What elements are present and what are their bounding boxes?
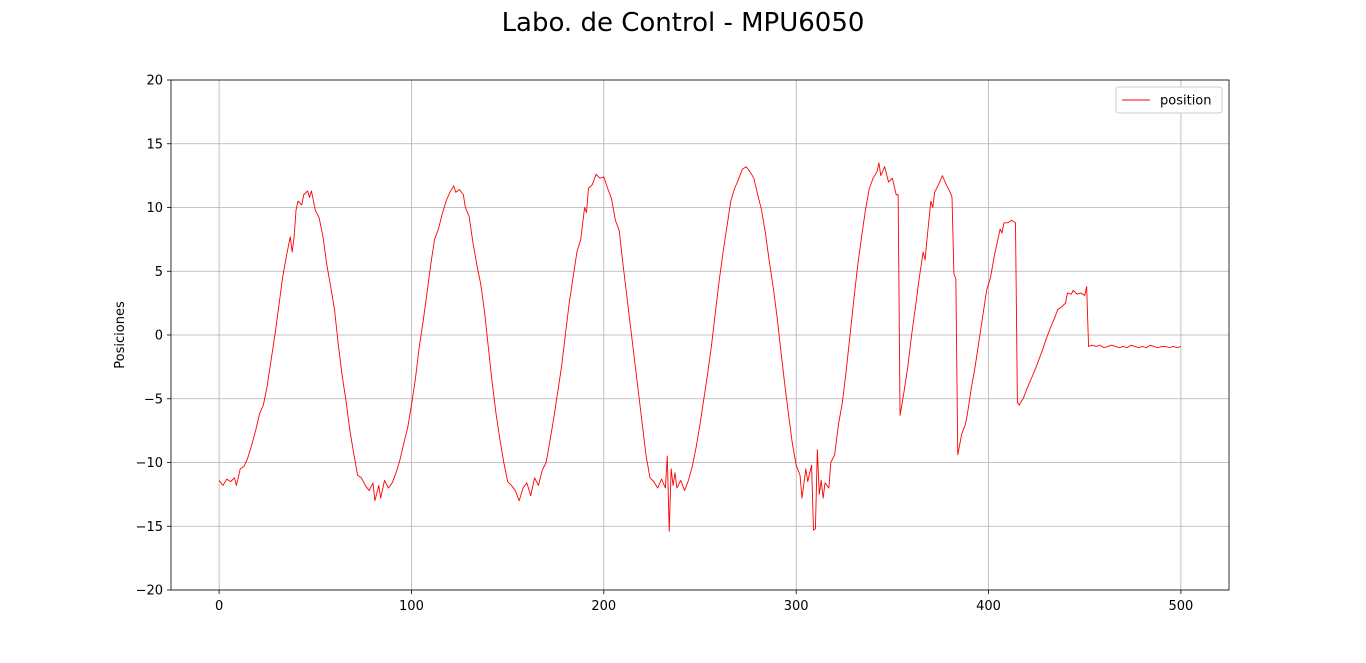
x-tick-label: 500 [1168,599,1193,614]
x-tick-label: 0 [215,599,223,614]
plot-frame [170,79,1230,591]
legend-box [1115,86,1223,114]
grid [171,79,1229,591]
legend-label: position [1160,94,1212,109]
y-tick-label: −10 [136,456,163,471]
legend: position [1115,86,1223,114]
y-tick-label: −5 [144,392,163,407]
plot-area [218,162,1182,532]
y-tick-label: 5 [155,265,163,280]
y-tick-label: −15 [136,520,163,535]
series-line-position [218,162,1182,532]
chart-title: Labo. de Control - MPU6050 [501,8,865,38]
y-tick-label: 10 [146,201,163,216]
x-tick-label: 300 [784,599,809,614]
y-axis-label: Posiciones [113,301,128,369]
y-tick-label: 15 [146,137,163,152]
axes: 0 100 200 300 400 500 −20 −15 −10 −5 0 5 10 15 20 Posic… [113,74,1230,614]
y-tick-label: −20 [136,584,163,599]
x-tick-label: 100 [399,599,424,614]
x-tick-label: 200 [591,599,616,614]
x-tick-label: 400 [976,599,1001,614]
y-tick-label: 20 [146,74,163,89]
y-tick-label: 0 [155,329,163,344]
